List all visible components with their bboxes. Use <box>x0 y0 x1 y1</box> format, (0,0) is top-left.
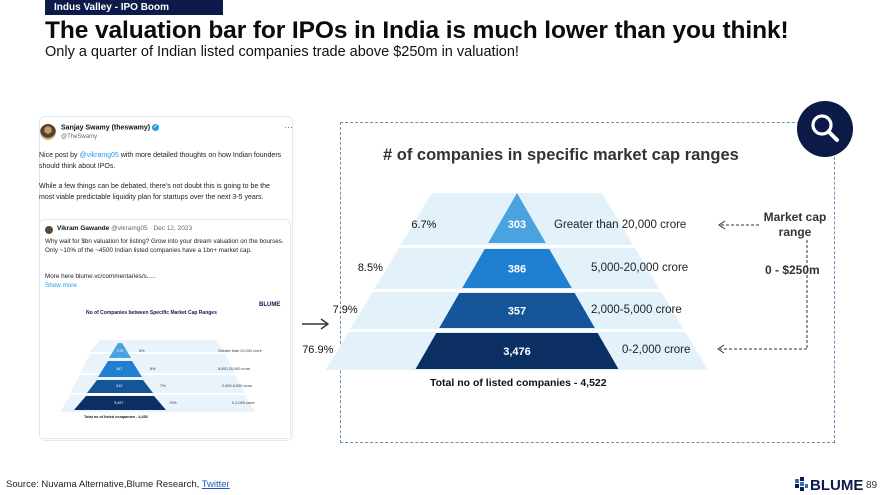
tweet-text-1: Nice post by @vikramg05 with more detail… <box>39 151 285 172</box>
mini-logo: BLUME <box>259 302 281 308</box>
more-dots-icon[interactable]: ··· <box>284 122 293 132</box>
pyramid-tier-2 <box>462 249 572 288</box>
tier-percent-1: 6.7% <box>411 219 437 231</box>
section-tag: Indus Valley - IPO Boom <box>45 0 223 15</box>
mini-range-4: 0-2,000 crore <box>232 401 255 405</box>
tier-count-1: 303 <box>508 219 526 231</box>
pyramid-tier-1 <box>488 193 546 243</box>
mini-value-1: 276 <box>117 349 124 353</box>
tier-range-1: Greater than 20,000 crore <box>554 219 687 231</box>
twitter-link[interactable]: Twitter <box>201 479 230 490</box>
mini-value-4: 3,497 <box>114 401 124 405</box>
source-note: Source: Nuvama Alternative,Blume Researc… <box>6 479 230 490</box>
tier-range-3: 2,000-5,000 crore <box>591 303 682 316</box>
quoted-author: Vikram Gawande <box>57 225 110 232</box>
page-subtitle: Only a quarter of Indian listed companie… <box>45 44 519 60</box>
blume-logo: BLUME <box>795 477 863 494</box>
tweet-text-1-post: with more detailed thoughts on how India… <box>39 152 282 170</box>
pyramid-tier-3 <box>439 293 595 328</box>
tweet-mention[interactable]: @vikramg05 <box>79 152 119 159</box>
mini-value-3: 312 <box>116 384 123 388</box>
tweet-author[interactable]: Sanjay Swamy (theswamy) ✓ <box>61 124 160 132</box>
mini-range-2: 5,000-20,000 crore <box>218 367 251 371</box>
mini-pct-2: 8% <box>150 367 156 371</box>
magnifier-icon <box>797 101 853 157</box>
mini-range-1: Greater than 20,000 crore <box>218 349 262 353</box>
page-title: The valuation bar for IPOs in India is m… <box>45 17 789 44</box>
tier-count-2: 386 <box>508 264 526 276</box>
tier-count-3: 357 <box>508 306 526 318</box>
tier-percent-3: 7.9% <box>332 303 358 316</box>
quoted-meta: @vikramg05 · Dec 12, 2023 <box>111 225 193 232</box>
tier-percent-2: 8.5% <box>357 261 383 274</box>
mini-chart-title: No of Companies between Specific Market … <box>86 310 217 316</box>
chart-title: # of companies in specific market cap ra… <box>383 146 739 164</box>
tweet-author-name[interactable]: Sanjay Swamy (theswamy) <box>61 124 151 132</box>
mini-range-3: 2,000-5,000 crore <box>222 384 252 388</box>
quoted-text: Why wait for $bn valuation for listing? … <box>45 238 284 254</box>
source-prefix: Source: Nuvama Alternative,Blume Researc… <box>6 479 202 490</box>
market-cap-range-header: Market cap range <box>763 210 827 239</box>
mini-pct-1: 6% <box>139 349 145 353</box>
tweet-avatar[interactable] <box>40 124 56 140</box>
blume-mark-icon <box>795 477 808 491</box>
quoted-link-text[interactable]: More here blume.vc/commentaries/s..... <box>45 273 156 280</box>
mini-pct-4: 79% <box>169 401 177 405</box>
tier-range-2: 5,000-20,000 crore <box>591 261 689 274</box>
magnifier-glyph <box>811 114 839 142</box>
tier-percent-4: 76.9% <box>302 344 334 356</box>
verified-icon: ✓ <box>152 124 160 131</box>
tweet-text-2: While a few things can be debated, there… <box>39 183 270 201</box>
mini-total: Total no of listed companies - 4,452 <box>84 415 148 419</box>
show-more-link[interactable]: Show more <box>45 282 77 289</box>
tweet-handle[interactable]: @TheSwamy <box>61 134 98 140</box>
tier-range-4: 0-2,000 crore <box>622 344 691 356</box>
total-companies: Total no of listed companies - 4,522 <box>430 377 607 389</box>
tweet-text-1-pre: Nice post by <box>39 152 80 159</box>
tier-count-4: 3,476 <box>503 346 531 358</box>
mini-value-2: 367 <box>116 367 123 371</box>
blume-logo-text: BLUME <box>810 477 864 494</box>
quoted-avatar <box>45 226 53 234</box>
quoted-header: Vikram Gawande @vikramg05 · Dec 12, 2023 <box>57 225 192 232</box>
side-arrows <box>717 220 808 354</box>
pyramid-tier-4 <box>415 333 619 369</box>
right-arrow-icon <box>302 318 330 330</box>
page-number: 89 <box>866 480 878 491</box>
mini-pct-3: 7% <box>160 384 166 388</box>
chart-panel <box>340 122 835 443</box>
valuation-range-label: 0 - $250m <box>765 263 820 277</box>
